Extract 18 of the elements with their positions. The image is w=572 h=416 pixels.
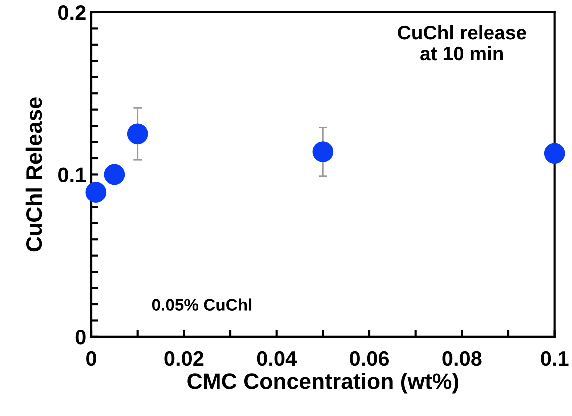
annotation: 0.05% CuChl — [152, 298, 252, 311]
y-tick-label: 0 — [76, 330, 86, 345]
y-tick-label: 0.2 — [58, 5, 86, 20]
x-tick-label: 0 — [86, 351, 96, 366]
point — [86, 182, 107, 203]
point — [127, 124, 148, 145]
annotation: CuChl release at 10 min — [398, 25, 526, 61]
y-tick-label: 0.1 — [58, 168, 86, 182]
point — [544, 143, 566, 164]
x-tick-label: 0.04 — [257, 351, 298, 366]
x-tick-label: 0.08 — [442, 351, 482, 366]
x-axis-title: CMC Concentration (wt%) — [188, 373, 458, 394]
y-axis-title: CuChl Release — [26, 98, 42, 252]
point — [312, 142, 334, 162]
point — [104, 164, 126, 186]
x-tick-label: 0.02 — [164, 351, 204, 366]
x-tick-label: 0.1 — [541, 351, 569, 366]
x-tick-label: 0.06 — [350, 351, 390, 366]
